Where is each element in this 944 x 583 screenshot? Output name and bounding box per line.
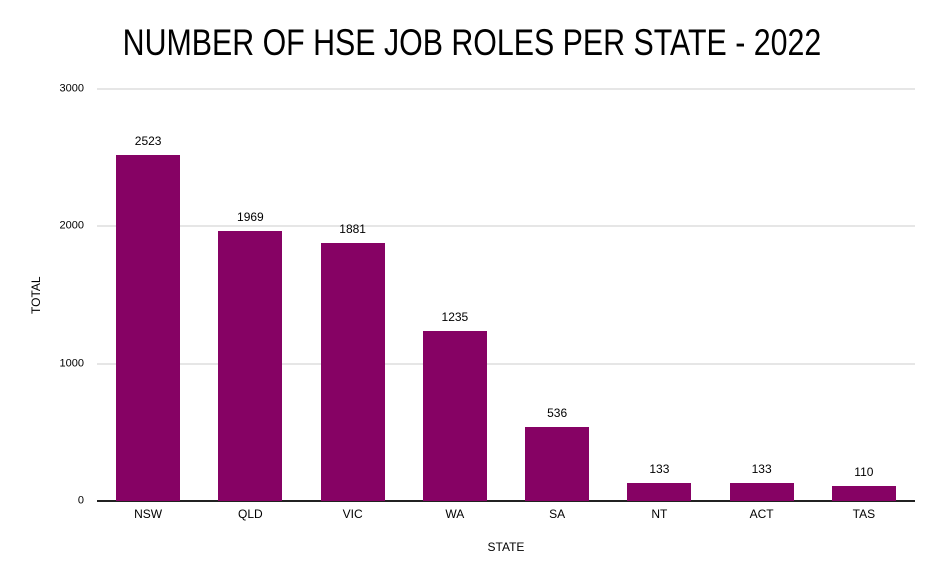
x-tick-label: SA [549, 507, 566, 521]
bar [729, 482, 794, 501]
bar-slot: 2523 [97, 89, 199, 501]
bar-slot: 1235 [404, 89, 506, 501]
bar-value-label: 536 [547, 406, 568, 421]
x-tick-label: VIC [342, 507, 363, 521]
x-tick-label: TAS [852, 507, 876, 521]
gridline [97, 88, 915, 90]
chart-title: NUMBER OF HSE JOB ROLES PER STATE - 2022 [0, 22, 944, 64]
x-tick-label: NSW [134, 507, 163, 521]
bar-value-label: 2523 [134, 133, 162, 148]
bar-slot: 536 [506, 89, 608, 501]
x-axis-baseline [97, 500, 915, 502]
x-tick-label: ACT [749, 507, 774, 521]
x-tick-label: NT [651, 507, 668, 521]
bar-value-label: 1235 [441, 310, 469, 325]
bars-layer: 2523 1969 1881 1235 536 133 133 110 [97, 89, 915, 501]
bar-value-label: 133 [649, 461, 670, 476]
bar [218, 230, 283, 501]
bar-value-label: 1969 [237, 209, 264, 224]
bar-value-label: 1881 [339, 221, 366, 236]
bar-slot: 110 [813, 89, 915, 501]
gridline [97, 363, 915, 365]
y-axis-title: TOTAL [29, 276, 43, 314]
plot-area: 2523 1969 1881 1235 536 133 133 110 0 1000 2000 30… [60, 83, 915, 506]
x-tick-label: WA [445, 507, 465, 521]
bar-slot: 1969 [199, 89, 301, 501]
bar-slot: 133 [608, 89, 710, 501]
y-tick-label: 1000 [59, 357, 84, 370]
x-tick-label: QLD [238, 507, 263, 521]
bar-slot: 1881 [302, 89, 404, 501]
bar [831, 485, 896, 501]
bar-slot: 133 [711, 89, 813, 501]
y-tick-label: 0 [77, 494, 84, 507]
chart-title-text: NUMBER OF HSE JOB ROLES PER STATE - 2022 [122, 22, 822, 63]
bar-value-label: 110 [854, 464, 874, 479]
bar [320, 242, 385, 501]
bar [627, 482, 692, 501]
x-axis-title: STATE [487, 540, 525, 554]
y-tick-label: 3000 [59, 82, 84, 95]
bar [422, 331, 487, 501]
y-tick-label: 2000 [59, 219, 84, 232]
bar [116, 154, 181, 501]
bar [525, 427, 590, 501]
x-tick-labels: NSW QLD VIC WA SA NT ACT TAS [97, 508, 915, 520]
bar-value-label: 133 [751, 461, 772, 476]
gridline [97, 225, 915, 227]
